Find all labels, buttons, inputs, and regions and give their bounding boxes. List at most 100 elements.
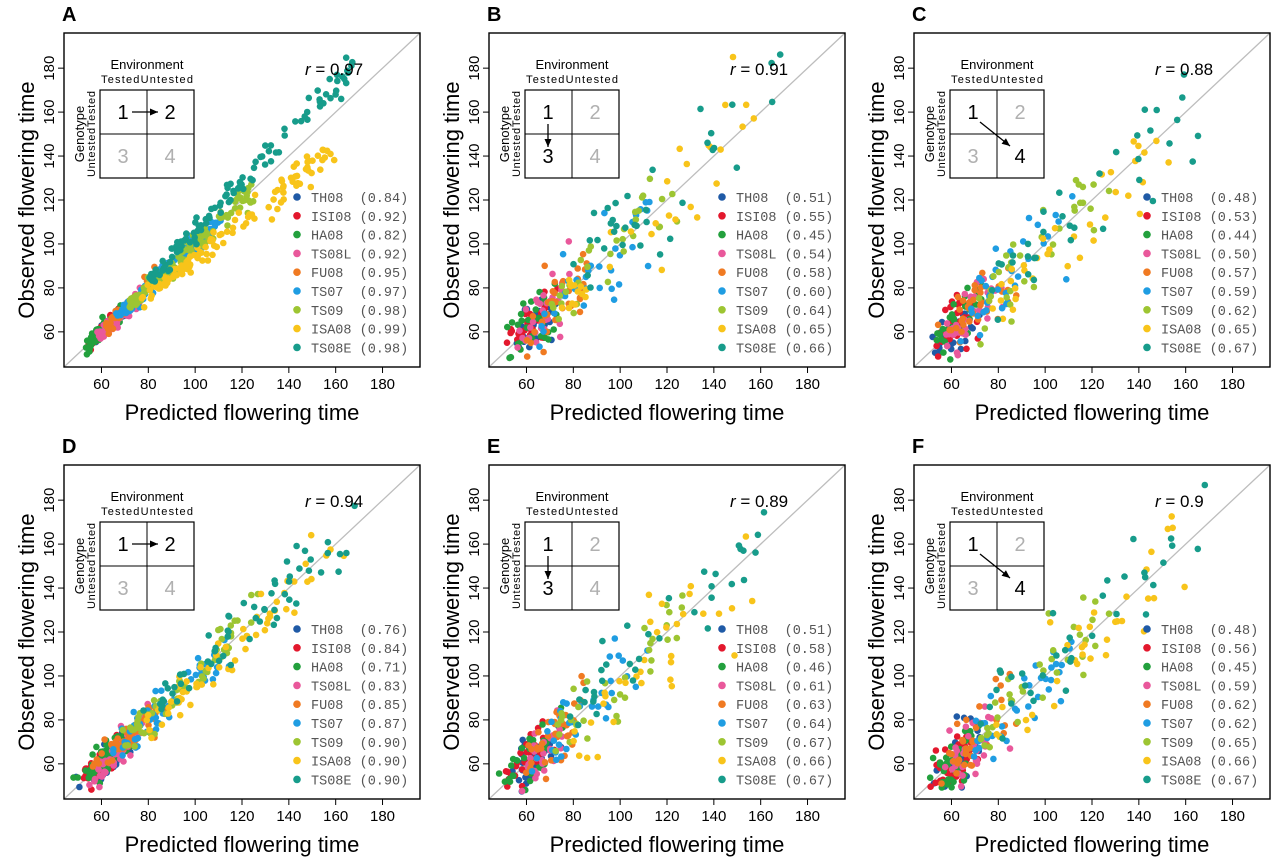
x-tick-label: 180 bbox=[370, 376, 395, 393]
point-ts08e bbox=[1201, 481, 1209, 489]
point-isa08 bbox=[319, 146, 327, 154]
point-ts08e bbox=[1136, 176, 1143, 184]
point-ts07 bbox=[1057, 697, 1065, 705]
point-ts08e bbox=[270, 621, 278, 629]
point-ts09 bbox=[124, 742, 132, 749]
legend-label: TS08E bbox=[736, 774, 777, 789]
arrow-head-icon bbox=[1001, 138, 1010, 146]
point-ha08 bbox=[517, 310, 525, 318]
point-ts08e bbox=[1173, 116, 1181, 124]
point-isa08 bbox=[283, 605, 290, 613]
points bbox=[70, 502, 358, 793]
legend-value: (0.90) bbox=[360, 774, 409, 789]
legend-item-fu08: FU08 (0.95) bbox=[293, 267, 408, 282]
legend-swatch bbox=[718, 700, 726, 708]
point-ts08e bbox=[632, 666, 639, 673]
point-ts07 bbox=[544, 728, 551, 735]
point-ts07 bbox=[1069, 193, 1076, 200]
point-ts07 bbox=[615, 652, 622, 659]
legend-swatch bbox=[718, 212, 726, 220]
point-isa08 bbox=[327, 150, 334, 158]
point-isa08 bbox=[266, 610, 274, 617]
legend-value: (0.64) bbox=[785, 305, 834, 320]
inset-cell-2: 2 bbox=[589, 102, 600, 124]
x-tick-label: 80 bbox=[990, 808, 1007, 825]
point-ts08e bbox=[1121, 573, 1128, 580]
point-isa08 bbox=[307, 531, 315, 539]
point-fu08 bbox=[108, 757, 116, 764]
legend-item-ts07: TS07 (0.97) bbox=[293, 286, 408, 301]
point-ts09 bbox=[1105, 610, 1113, 617]
point-isa08 bbox=[715, 610, 723, 617]
point-ts08e bbox=[1053, 652, 1060, 659]
point-ts09 bbox=[133, 295, 141, 302]
legend-item-ts08e: TS08E (0.67) bbox=[1143, 342, 1258, 357]
y-tick-label: 60 bbox=[466, 755, 483, 772]
point-isi08 bbox=[942, 306, 949, 314]
point-ts08e bbox=[566, 713, 574, 720]
point-ts07 bbox=[607, 677, 614, 685]
y-tick-label: 180 bbox=[466, 488, 483, 513]
point-ha08 bbox=[501, 778, 509, 785]
legend-value: (0.56) bbox=[1210, 643, 1259, 658]
point-ts09 bbox=[556, 731, 563, 738]
point-fu08 bbox=[967, 761, 974, 769]
point-ts08e bbox=[776, 51, 784, 58]
point-ts09 bbox=[552, 747, 559, 755]
point-ts08e bbox=[285, 578, 293, 585]
legend-item-fu08: FU08 (0.57) bbox=[1143, 267, 1258, 282]
legend-label: ISI08 bbox=[736, 211, 777, 226]
legend-value: (0.58) bbox=[785, 267, 834, 282]
x-tick-label: 60 bbox=[943, 376, 960, 393]
legend-item-isi08: ISI08 (0.53) bbox=[1143, 211, 1258, 226]
point-ts08e bbox=[1134, 132, 1141, 139]
point-ts08e bbox=[250, 603, 258, 611]
legend-label: HA08 bbox=[311, 230, 343, 245]
point-fu08 bbox=[105, 330, 113, 338]
point-ts08l bbox=[529, 318, 537, 326]
point-ts08l bbox=[522, 306, 530, 313]
point-fu08 bbox=[534, 746, 541, 753]
inset-title: Environment bbox=[536, 489, 609, 504]
scatter-plot: F 60 60 80 80 100 100 120 120 140 140 160 160 180 180 P… bbox=[864, 436, 1271, 857]
legend: TH08 (0.51) ISI08 (0.58) HA08 (0.46) TS08L (0.6… bbox=[718, 624, 833, 789]
scenario-inset: Environment TestedUntested GenotypeUnteste… bbox=[497, 57, 620, 179]
point-isa08 bbox=[1007, 277, 1015, 285]
y-tick-label: 60 bbox=[891, 755, 908, 772]
x-tick-label: 100 bbox=[608, 376, 633, 393]
point-ha08 bbox=[940, 349, 947, 356]
point-ts08e bbox=[1059, 213, 1066, 220]
legend-value: (0.65) bbox=[1210, 737, 1259, 752]
legend: TH08 (0.48) ISI08 (0.53) HA08 (0.44) TS08L (0.5… bbox=[1143, 192, 1258, 357]
point-ts09 bbox=[224, 222, 231, 229]
point-fu08 bbox=[578, 672, 585, 680]
legend-value: (0.76) bbox=[360, 624, 409, 639]
point-ts08l bbox=[957, 783, 965, 790]
point-ts09 bbox=[562, 288, 570, 296]
point-fu08 bbox=[998, 696, 1005, 704]
point-ts08e bbox=[327, 94, 334, 102]
point-ts08e bbox=[314, 87, 322, 94]
point-ts08e bbox=[322, 91, 330, 98]
y-tick-label: 120 bbox=[41, 619, 58, 644]
point-isa08 bbox=[203, 250, 210, 258]
point-ts08e bbox=[1130, 535, 1137, 543]
point-isa08 bbox=[1051, 224, 1059, 232]
point-isa08 bbox=[1165, 159, 1172, 166]
point-ha08 bbox=[504, 323, 511, 331]
point-isa08 bbox=[683, 160, 691, 168]
legend-swatch bbox=[1143, 625, 1151, 633]
point-ts08e bbox=[1099, 225, 1107, 233]
point-isa08 bbox=[622, 679, 629, 687]
point-ts08e bbox=[258, 153, 266, 160]
point-ts08e bbox=[622, 224, 629, 231]
point-ts08e bbox=[230, 189, 237, 197]
point-fu08 bbox=[101, 736, 108, 743]
point-ts08e bbox=[635, 655, 643, 663]
point-ts08e bbox=[754, 531, 762, 539]
legend-swatch bbox=[293, 230, 301, 239]
arrow-head-icon bbox=[150, 540, 158, 548]
legend-item-ts09: TS09 (0.67) bbox=[718, 737, 833, 752]
point-isa08 bbox=[240, 625, 247, 633]
point-isa08 bbox=[293, 160, 301, 167]
